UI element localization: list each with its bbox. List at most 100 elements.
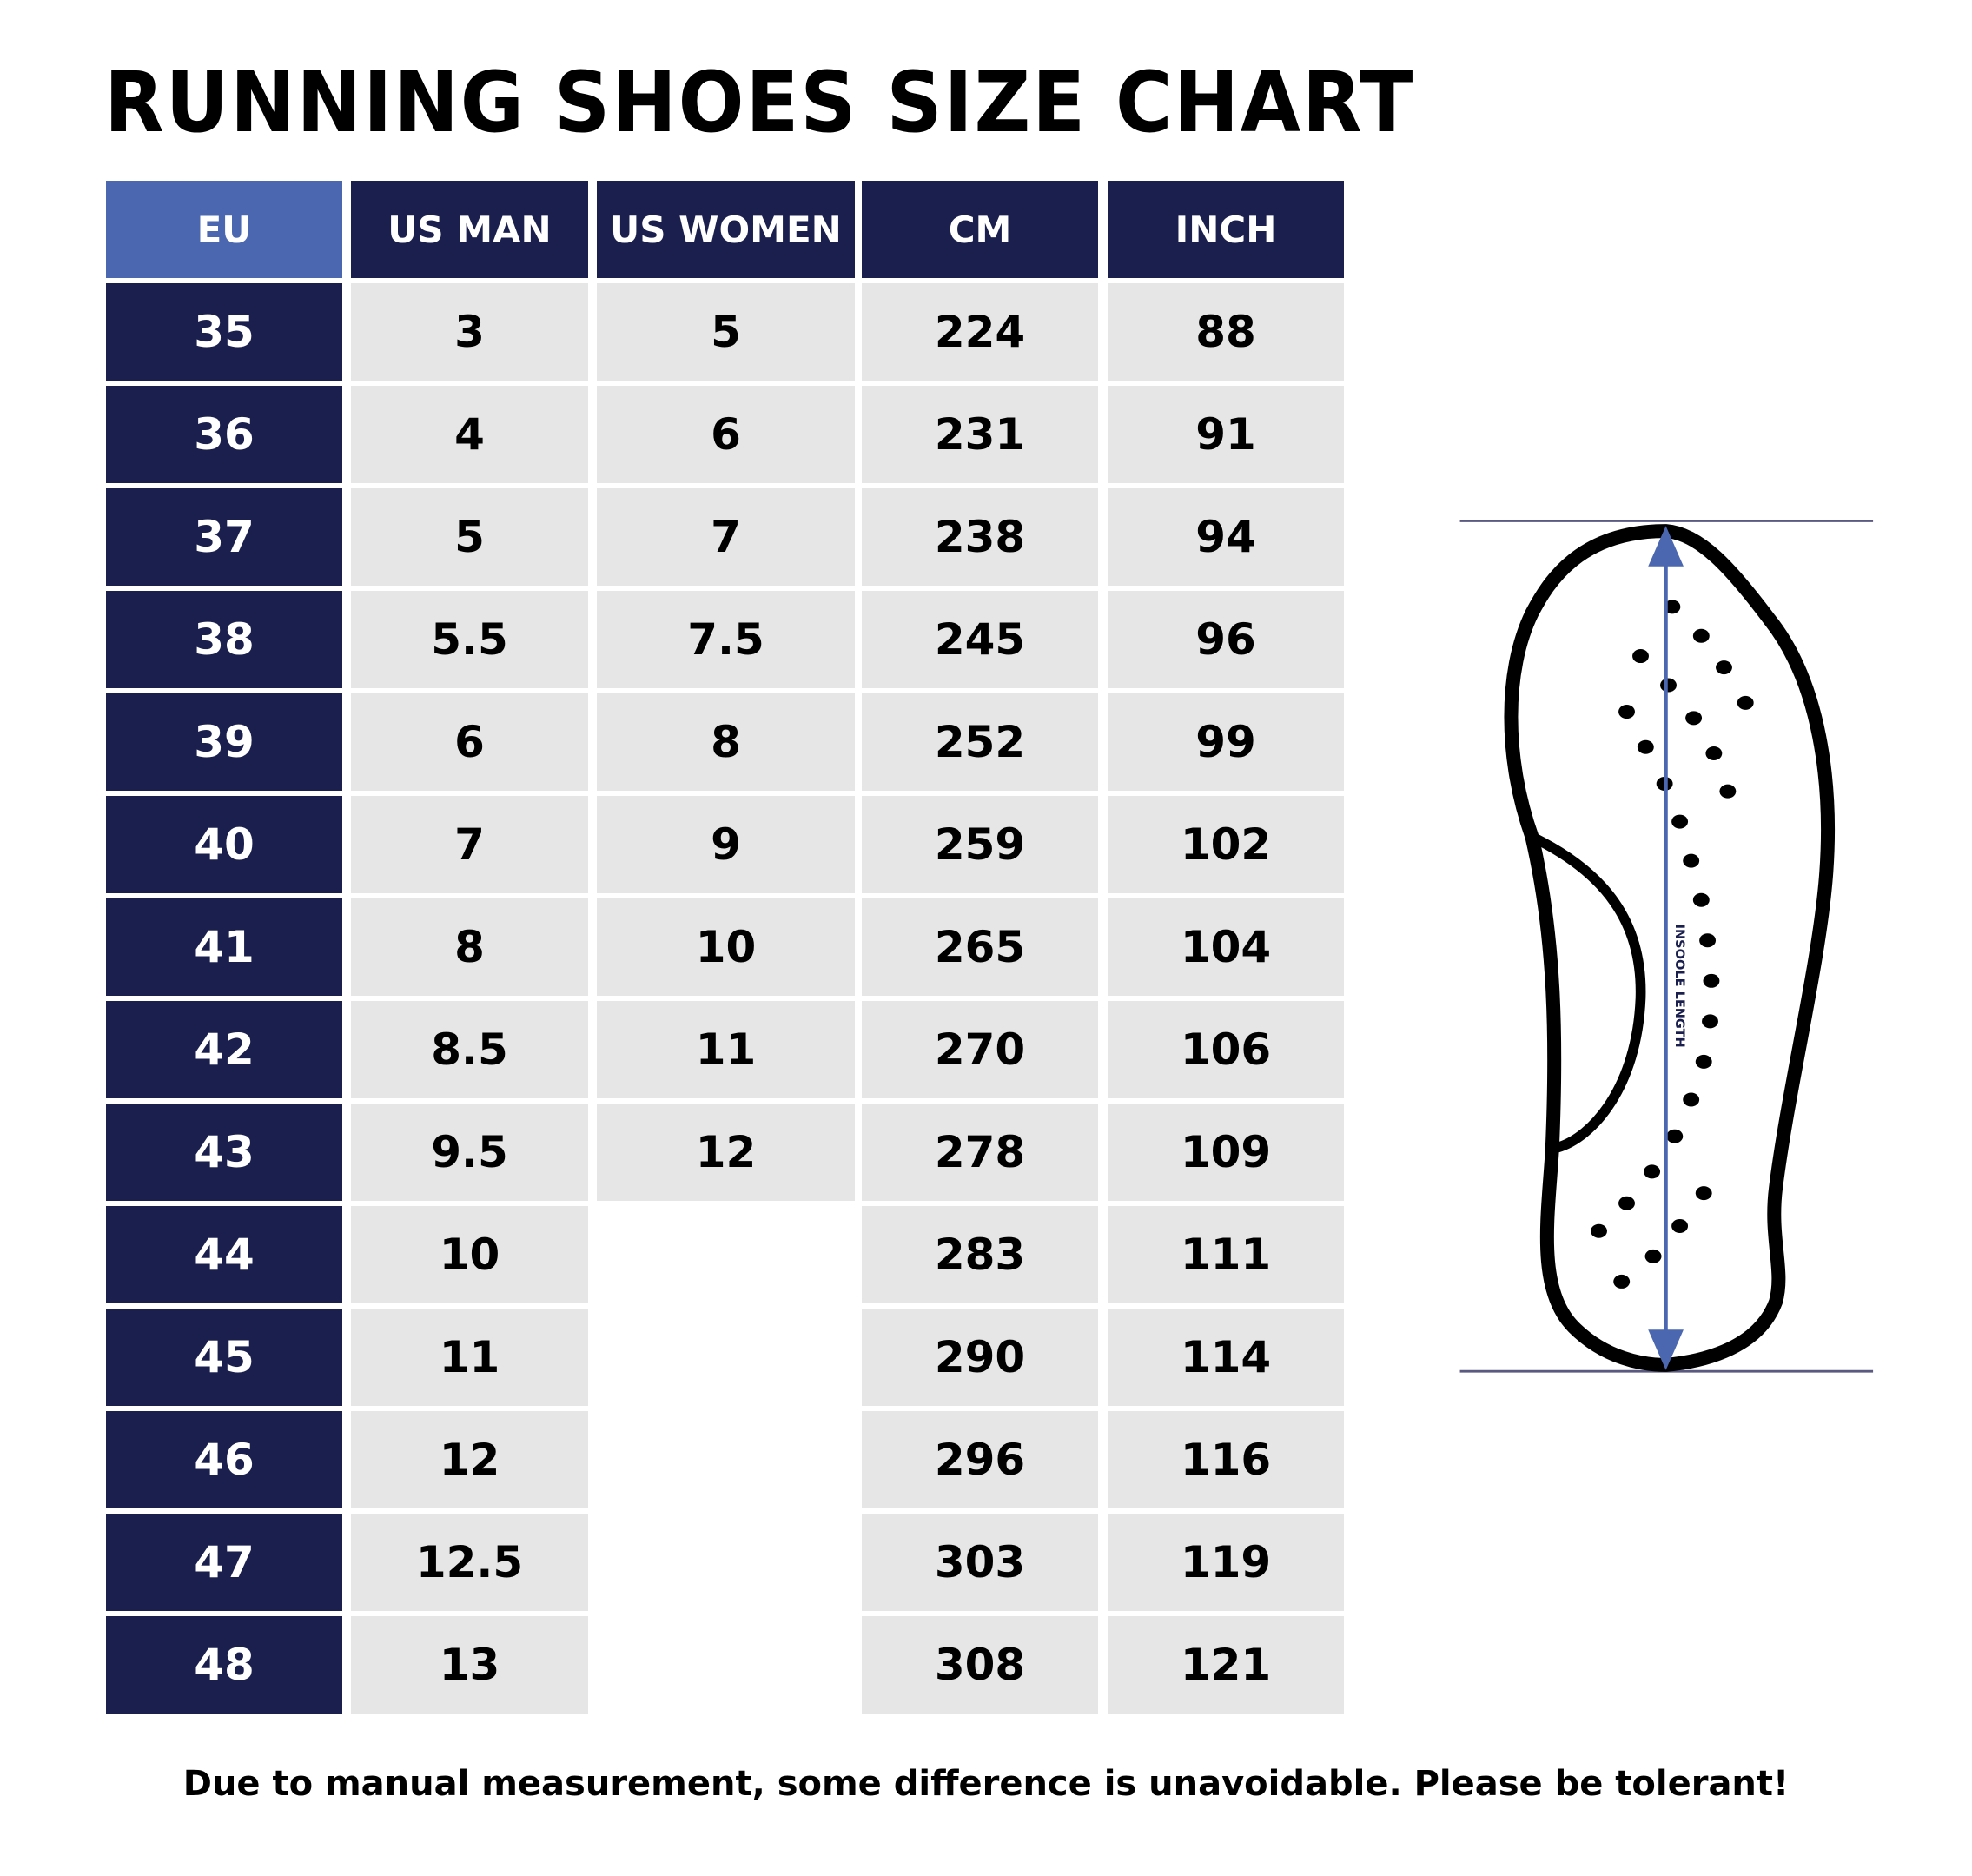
column-header: US MAN — [351, 181, 588, 278]
sole-dot — [1683, 853, 1700, 868]
table-cell: 12 — [597, 1104, 855, 1201]
sole-dot — [1703, 973, 1720, 988]
column-header: EU — [106, 181, 342, 278]
arch-outline — [1529, 832, 1646, 1153]
table-cell: 9.5 — [351, 1104, 588, 1201]
insole-diagram: INSOOLE LENGTH — [1459, 519, 1874, 1373]
table-row: 37 5 7 238 94 — [106, 488, 1344, 586]
table-cell: 39 — [106, 693, 342, 791]
table-cell: 12.5 — [351, 1514, 588, 1611]
table-cell: 121 — [1108, 1616, 1344, 1714]
table-cell: 114 — [1108, 1309, 1344, 1406]
table-cell: 46 — [106, 1411, 342, 1508]
disclaimer: Due to manual measurement, some differen… — [182, 1764, 1790, 1804]
table-cell — [597, 1206, 855, 1303]
table-cell: 47 — [106, 1514, 342, 1611]
sole-dot — [1719, 784, 1737, 799]
table-cell: 245 — [862, 591, 1098, 688]
sole-dot — [1591, 1223, 1607, 1238]
table-cell: 99 — [1108, 693, 1344, 791]
table-cell: 111 — [1108, 1206, 1344, 1303]
table-row: 40 7 9 259 102 — [106, 796, 1344, 893]
sole-dot — [1699, 933, 1717, 948]
table-cell: 5 — [351, 488, 588, 586]
sole-dot — [1660, 678, 1677, 693]
table-cell — [597, 1411, 855, 1508]
table-row: 45 11 290 114 — [106, 1309, 1344, 1406]
sole-dot — [1705, 746, 1723, 761]
arrow-head-up-icon — [1648, 526, 1684, 567]
sole-dot — [1702, 1014, 1718, 1029]
page-title: RUNNING SHOES SIZE CHART — [104, 54, 1415, 151]
table-cell: 11 — [597, 1001, 855, 1098]
table-cell: 37 — [106, 488, 342, 586]
sole-dot — [1671, 814, 1689, 829]
table-cell: 119 — [1108, 1514, 1344, 1611]
table-cell: 38 — [106, 591, 342, 688]
table-cell: 102 — [1108, 796, 1344, 893]
table-cell: 13 — [351, 1616, 588, 1714]
table-cell: 94 — [1108, 488, 1344, 586]
table-cell: 6 — [597, 386, 855, 483]
table-cell: 265 — [862, 898, 1098, 996]
table-row: 47 12.5 303 119 — [106, 1514, 1344, 1611]
table-cell: 9 — [597, 796, 855, 893]
table-row: 36 4 6 231 91 — [106, 386, 1344, 483]
sole-dot — [1737, 695, 1754, 710]
table-cell — [597, 1616, 855, 1714]
table-cell: 88 — [1108, 283, 1344, 381]
table-cell — [597, 1514, 855, 1611]
table-cell: 106 — [1108, 1001, 1344, 1098]
table-cell: 40 — [106, 796, 342, 893]
sole-dot — [1644, 1164, 1661, 1179]
table-row: 35 3 5 224 88 — [106, 283, 1344, 381]
table-cell: 270 — [862, 1001, 1098, 1098]
table-cell: 12 — [351, 1411, 588, 1508]
column-header: CM — [862, 181, 1098, 278]
table-cell: 116 — [1108, 1411, 1344, 1508]
table-row: 48 13 308 121 — [106, 1616, 1344, 1714]
sole-dot — [1618, 1196, 1635, 1210]
sole-dot — [1618, 705, 1635, 719]
table-row: 38 5.5 7.5 245 96 — [106, 591, 1344, 688]
sole-dot — [1613, 1274, 1631, 1289]
column-header: INCH — [1108, 181, 1344, 278]
table-cell: 8 — [597, 693, 855, 791]
table-cell: 41 — [106, 898, 342, 996]
sole-dot — [1632, 649, 1649, 664]
sole-dot — [1683, 1092, 1700, 1107]
table-cell: 7.5 — [597, 591, 855, 688]
sole-dot — [1716, 660, 1732, 675]
table-cell: 10 — [597, 898, 855, 996]
table-cell: 8 — [351, 898, 588, 996]
table-row: 46 12 296 116 — [106, 1411, 1344, 1508]
insole-length-label: INSOOLE LENGTH — [1672, 925, 1686, 1048]
arrow-head-down-icon — [1648, 1329, 1684, 1370]
table-cell: 224 — [862, 283, 1098, 381]
table-cell: 43 — [106, 1104, 342, 1201]
table-cell: 42 — [106, 1001, 342, 1098]
table-row: 42 8.5 11 270 106 — [106, 1001, 1344, 1098]
table-cell: 7 — [351, 796, 588, 893]
table-cell: 48 — [106, 1616, 342, 1714]
sole-dot — [1692, 628, 1710, 643]
table-cell: 104 — [1108, 898, 1344, 996]
table-row: 43 9.5 12 278 109 — [106, 1104, 1344, 1201]
table-cell: 278 — [862, 1104, 1098, 1201]
table-cell: 36 — [106, 386, 342, 483]
table-row: 44 10 283 111 — [106, 1206, 1344, 1303]
sole-dot — [1692, 892, 1710, 907]
sole-dot — [1671, 1218, 1689, 1233]
table-cell: 252 — [862, 693, 1098, 791]
table-cell: 283 — [862, 1206, 1098, 1303]
table-cell: 231 — [862, 386, 1098, 483]
table-cell: 7 — [597, 488, 855, 586]
table-row: 39 6 8 252 99 — [106, 693, 1344, 791]
table-cell: 5 — [597, 283, 855, 381]
sole-dot — [1666, 1129, 1684, 1143]
table-cell: 11 — [351, 1309, 588, 1406]
header-row: EU US MAN US WOMEN CM INCH — [106, 181, 1344, 278]
table-cell: 96 — [1108, 591, 1344, 688]
table-cell: 10 — [351, 1206, 588, 1303]
table-cell: 44 — [106, 1206, 342, 1303]
